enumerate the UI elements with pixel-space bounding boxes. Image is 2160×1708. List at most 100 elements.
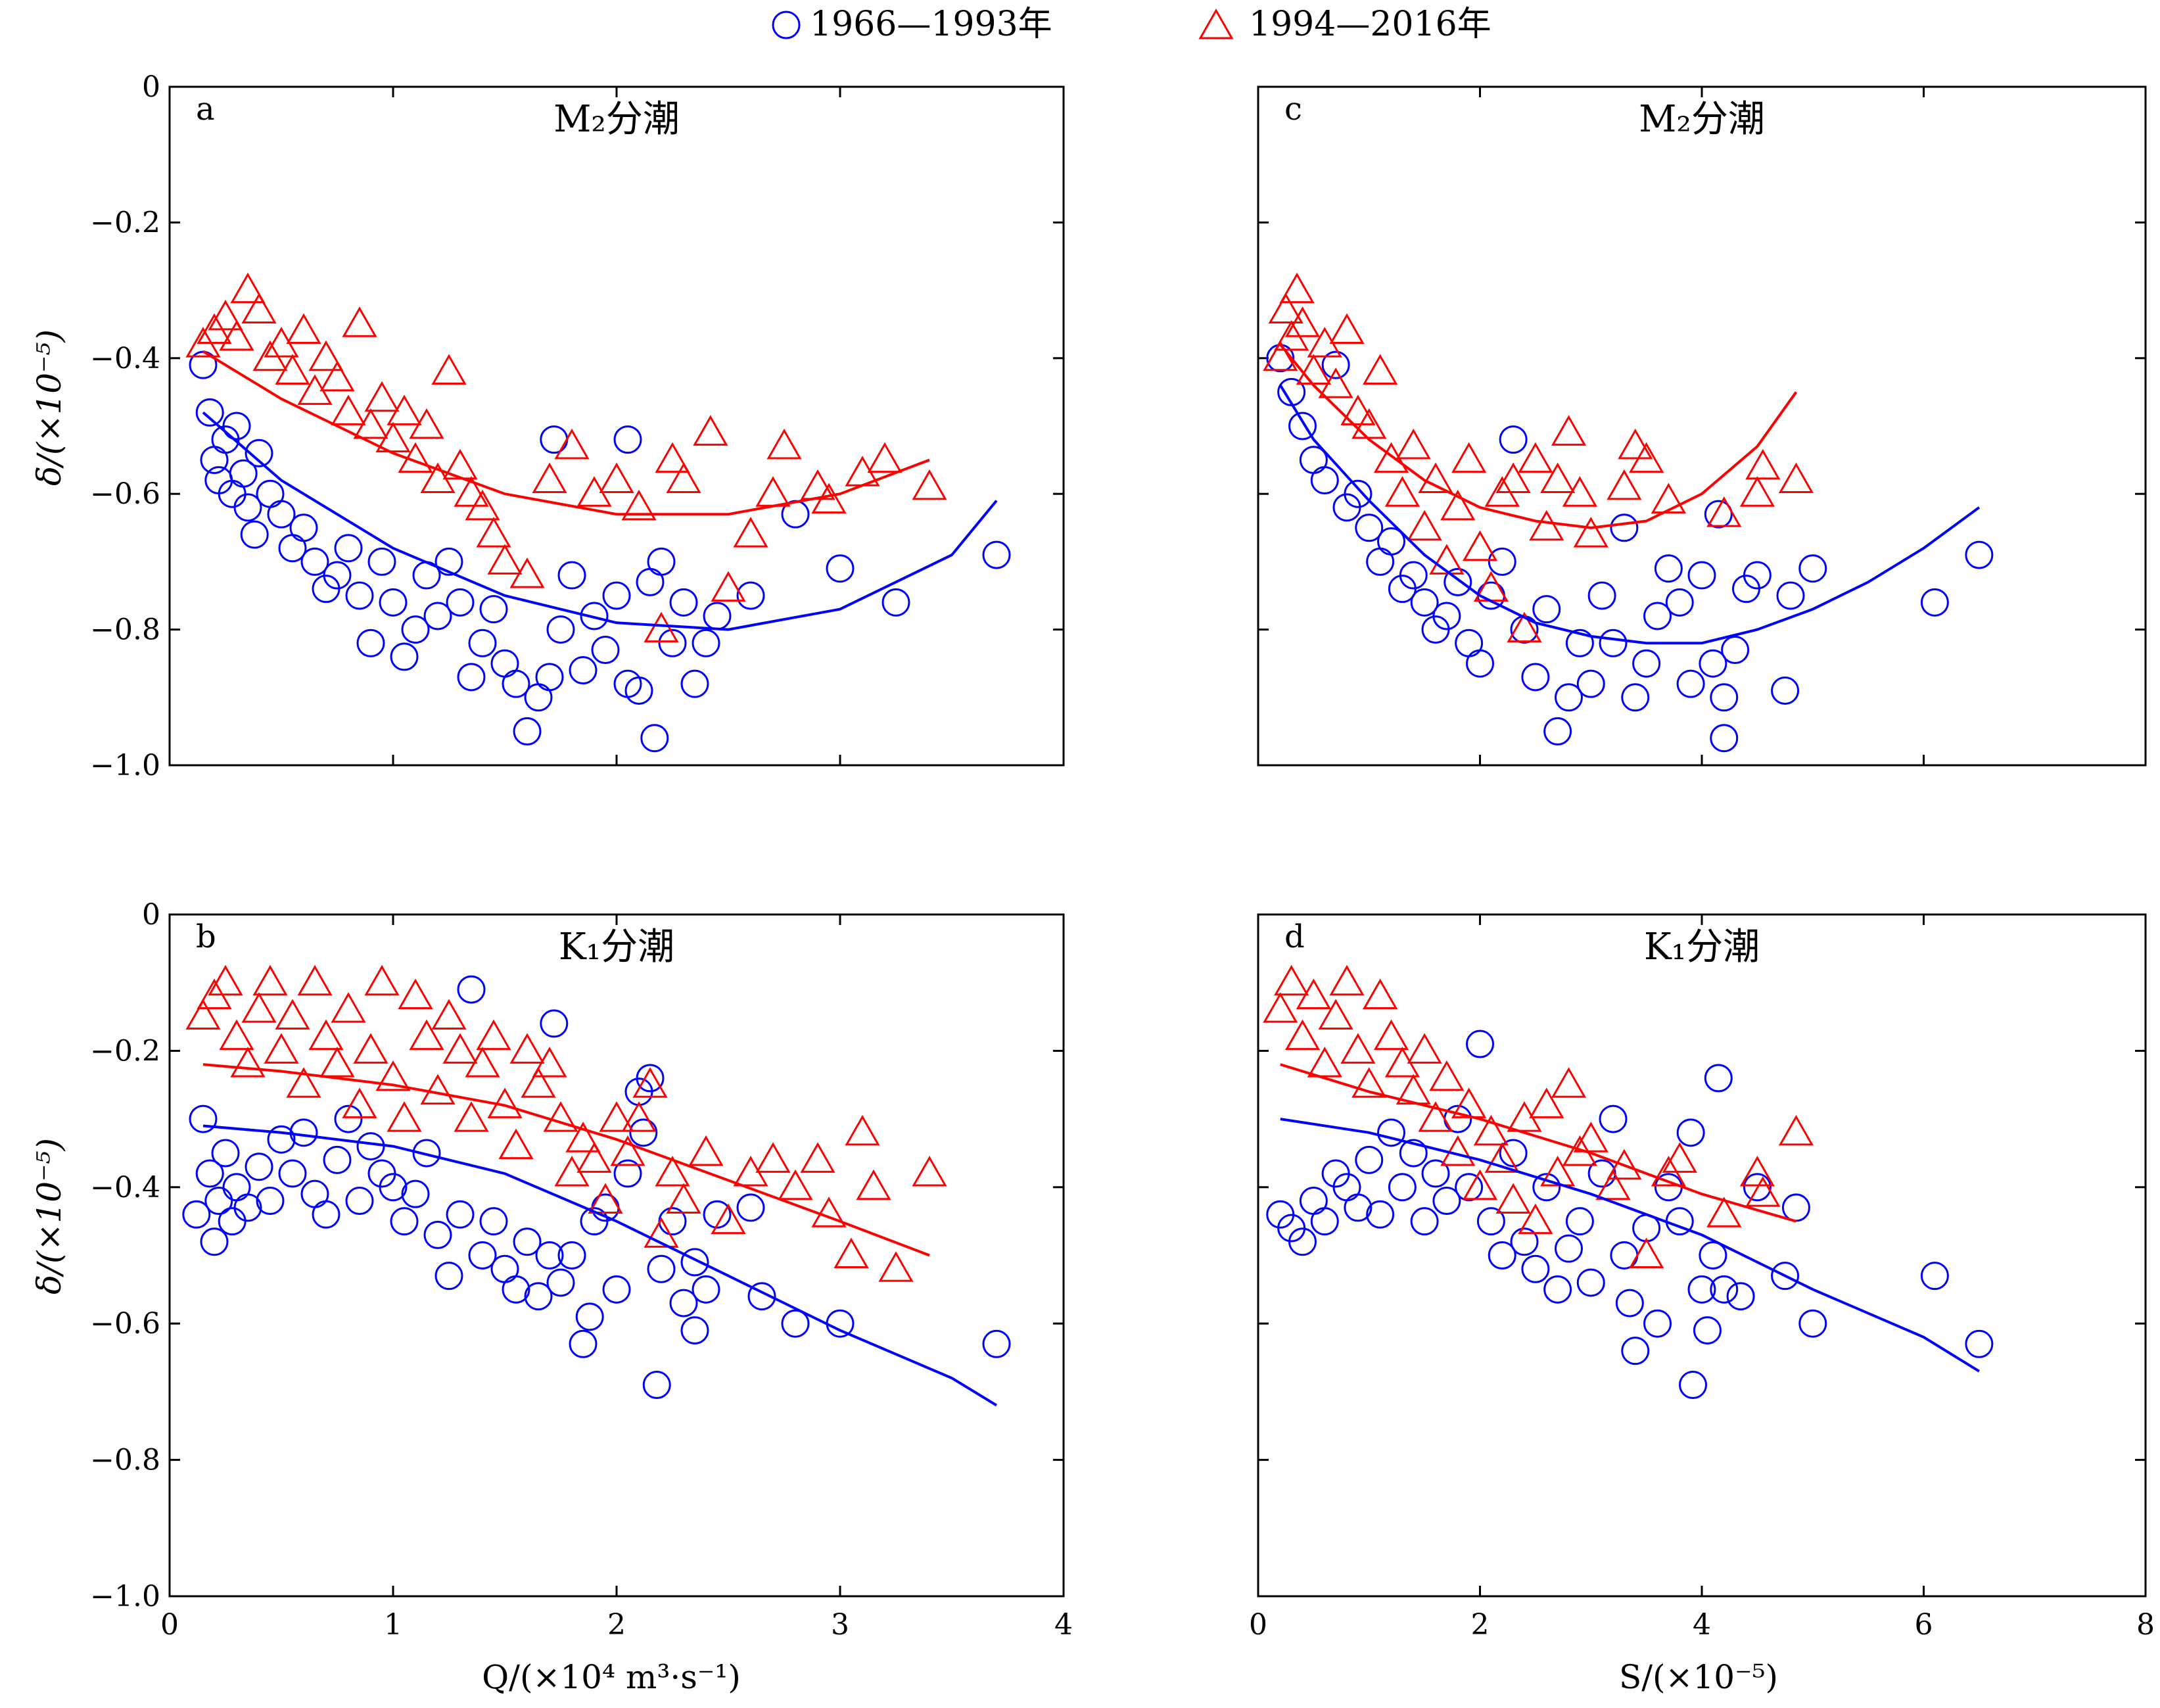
panel-title: K₁分潮 bbox=[559, 926, 674, 968]
data-point-circle bbox=[1488, 547, 1516, 576]
data-point-triangle bbox=[1595, 1169, 1631, 1200]
data-point-triangle bbox=[1407, 1033, 1442, 1064]
data-point-triangle bbox=[1340, 394, 1376, 425]
data-point-circle bbox=[1615, 1289, 1644, 1317]
y-tick-label: 0 bbox=[142, 70, 160, 104]
data-point-triangle bbox=[319, 360, 355, 392]
data-point-circle bbox=[1399, 561, 1428, 590]
data-point-triangle bbox=[1268, 293, 1303, 324]
data-point-triangle bbox=[878, 1251, 914, 1282]
data-point-triangle bbox=[811, 1197, 847, 1227]
data-point-circle bbox=[1366, 547, 1395, 576]
data-point-triangle bbox=[297, 964, 333, 996]
data-point-triangle bbox=[521, 1067, 556, 1098]
data-point-circle bbox=[200, 1227, 229, 1256]
data-point-triangle bbox=[454, 1101, 489, 1132]
data-point-circle bbox=[680, 669, 709, 698]
data-point-circle bbox=[1521, 1254, 1550, 1283]
data-point-triangle bbox=[610, 1135, 646, 1166]
data-point-circle bbox=[1565, 1207, 1594, 1236]
data-point-circle bbox=[1920, 1262, 1949, 1291]
data-point-circle bbox=[300, 547, 329, 576]
data-point-triangle bbox=[1607, 469, 1642, 500]
data-point-triangle bbox=[465, 1047, 500, 1078]
data-point-circle bbox=[658, 629, 687, 657]
data-point-circle bbox=[613, 425, 642, 454]
data-point-circle bbox=[1676, 669, 1705, 698]
data-point-circle bbox=[379, 1173, 408, 1202]
data-point-circle bbox=[323, 1145, 352, 1174]
data-point-circle bbox=[1704, 1064, 1733, 1093]
data-point-circle bbox=[356, 629, 385, 657]
x-tick-label: 1 bbox=[384, 1608, 402, 1642]
x-tick-label: 4 bbox=[1054, 1608, 1073, 1642]
data-point-triangle bbox=[375, 1060, 411, 1091]
data-point-circle bbox=[1599, 629, 1628, 657]
data-point-triangle bbox=[1529, 1087, 1564, 1118]
data-point-triangle bbox=[364, 381, 400, 412]
fit-line-red bbox=[202, 350, 930, 516]
x-tick-label: 2 bbox=[607, 1608, 626, 1642]
data-point-triangle bbox=[632, 1067, 668, 1098]
data-point-circle bbox=[222, 1173, 251, 1202]
panel-title: M₂分潮 bbox=[553, 98, 680, 141]
data-point-triangle bbox=[599, 462, 634, 494]
data-point-triangle bbox=[1739, 1156, 1775, 1187]
x-tick-label: 4 bbox=[1693, 1608, 1711, 1642]
data-point-circle bbox=[457, 663, 486, 692]
panel-c: c M₂分潮 bbox=[1257, 85, 2147, 767]
data-point-triangle bbox=[1518, 442, 1553, 473]
fit-line-red bbox=[1279, 343, 1798, 529]
x-tick-label: 8 bbox=[2136, 1608, 2155, 1642]
data-point-circle bbox=[747, 1282, 776, 1311]
data-point-circle bbox=[412, 1139, 441, 1168]
data-point-circle bbox=[401, 615, 430, 644]
data-point-triangle bbox=[409, 1019, 444, 1051]
data-point-circle bbox=[736, 1193, 765, 1222]
data-point-circle bbox=[1344, 479, 1373, 508]
data-point-circle bbox=[1521, 663, 1550, 692]
data-point-circle bbox=[1743, 1173, 1772, 1202]
data-point-triangle bbox=[912, 1156, 947, 1187]
data-point-circle bbox=[1344, 1193, 1373, 1222]
data-point-triangle bbox=[1440, 1135, 1476, 1166]
data-point-triangle bbox=[711, 1203, 746, 1235]
data-point-circle bbox=[881, 588, 910, 617]
data-point-triangle bbox=[241, 293, 277, 324]
data-point-triangle bbox=[398, 978, 433, 1009]
data-point-circle bbox=[642, 1371, 671, 1400]
y-tick-label: −0.6 bbox=[90, 477, 160, 511]
data-point-circle bbox=[602, 1275, 631, 1304]
data-point-circle bbox=[490, 1254, 519, 1283]
data-point-circle bbox=[1965, 1329, 1994, 1358]
data-point-circle bbox=[982, 540, 1011, 569]
data-point-circle bbox=[195, 398, 224, 427]
data-point-circle bbox=[781, 1309, 810, 1338]
data-point-circle bbox=[323, 561, 352, 590]
data-point-circle bbox=[1599, 1104, 1628, 1133]
data-point-triangle bbox=[588, 1183, 623, 1214]
data-point-triangle bbox=[387, 394, 422, 425]
fit-line-red bbox=[1280, 1063, 1796, 1223]
data-point-triangle bbox=[621, 1101, 657, 1132]
data-point-triangle bbox=[1540, 1156, 1576, 1187]
data-point-circle bbox=[1587, 581, 1616, 610]
data-point-triangle bbox=[666, 1183, 701, 1214]
data-point-triangle bbox=[230, 272, 266, 304]
data-point-circle bbox=[1532, 1173, 1561, 1202]
data-point-triangle bbox=[644, 1217, 679, 1248]
data-point-triangle bbox=[219, 320, 254, 351]
data-point-circle bbox=[1687, 561, 1716, 590]
data-point-triangle bbox=[644, 611, 679, 643]
data-point-circle bbox=[502, 1275, 530, 1304]
data-point-circle bbox=[692, 1275, 720, 1304]
data-point-circle bbox=[1510, 1227, 1539, 1256]
data-point-triangle bbox=[778, 1169, 813, 1200]
x-tick-label: 6 bbox=[1915, 1608, 1933, 1642]
data-point-circle bbox=[1710, 1275, 1739, 1304]
data-point-circle bbox=[524, 1282, 553, 1311]
data-point-triangle bbox=[342, 1087, 377, 1118]
data-point-circle bbox=[1355, 513, 1384, 542]
data-point-circle bbox=[1710, 724, 1739, 753]
data-point-triangle bbox=[1518, 1203, 1553, 1235]
